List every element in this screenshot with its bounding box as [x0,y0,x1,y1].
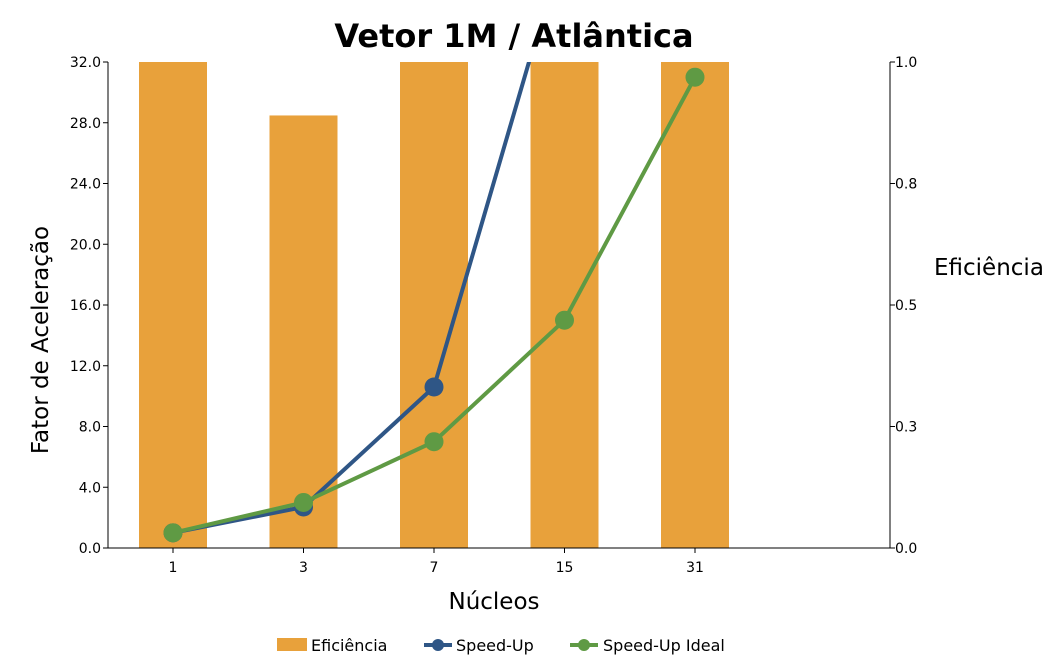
bar-eficiencia-15 [530,62,599,548]
legend-label-ideal: Speed-Up Ideal [603,636,725,655]
x-tick-label: 1 [169,560,178,576]
x-tick-label: 3 [299,560,308,576]
point-speedup-ideal-3 [294,492,313,512]
legend-swatch-eficiencia [277,638,307,651]
ticks-layer: 0.0 4.0 8.0 12.0 16.0 20.0 24.0 28.0 32.0 0.0 0.3 0… [70,55,917,576]
left-tick-label: 12.0 [70,359,101,375]
legend-label-eficiencia: Eficiência [311,636,387,655]
point-speedup-ideal-15 [555,310,574,330]
left-tick-label: 20.0 [70,237,101,253]
bar-eficiencia-1 [139,62,207,548]
legend-swatch-speedup-marker [432,639,444,651]
y-axis-label-left: Fator de Aceleração [28,226,54,454]
x-tick-label: 15 [556,560,574,576]
lines-layer [163,62,705,543]
bars-layer [139,62,729,549]
chart-title: Vetor 1M / Atlântica [334,17,693,55]
x-axis-label: Núcleos [448,589,539,615]
right-tick-label: 0.3 [895,420,917,436]
right-tick-label: 1.0 [895,55,917,71]
point-speedup-7 [424,377,444,397]
left-tick-label: 8.0 [79,420,101,436]
point-speedup-ideal-7 [424,432,444,452]
right-tick-label: 0.5 [895,298,917,314]
right-tick-label: 0.0 [895,541,917,557]
legend-swatch-ideal-marker [578,639,590,651]
left-tick-label: 4.0 [79,480,101,496]
point-speedup-ideal-31 [685,67,705,87]
y-axis-label-right: Eficiência [934,255,1044,281]
line-speedup [172,62,532,535]
legend-label-speedup: Speed-Up [456,636,534,655]
bar-eficiencia-3 [269,115,338,549]
legend: Eficiência Speed-Up Speed-Up Ideal [277,636,725,655]
left-tick-label: 16.0 [70,298,101,314]
left-tick-label: 28.0 [70,116,101,132]
left-tick-label: 24.0 [70,177,101,193]
left-tick-label: 32.0 [70,55,101,71]
x-tick-label: 31 [686,560,704,576]
x-tick-label: 7 [430,560,439,576]
right-tick-label: 0.8 [895,177,917,193]
point-speedup-ideal-1 [163,523,183,543]
left-tick-label: 0.0 [79,541,101,557]
bar-eficiencia-31 [661,62,729,548]
